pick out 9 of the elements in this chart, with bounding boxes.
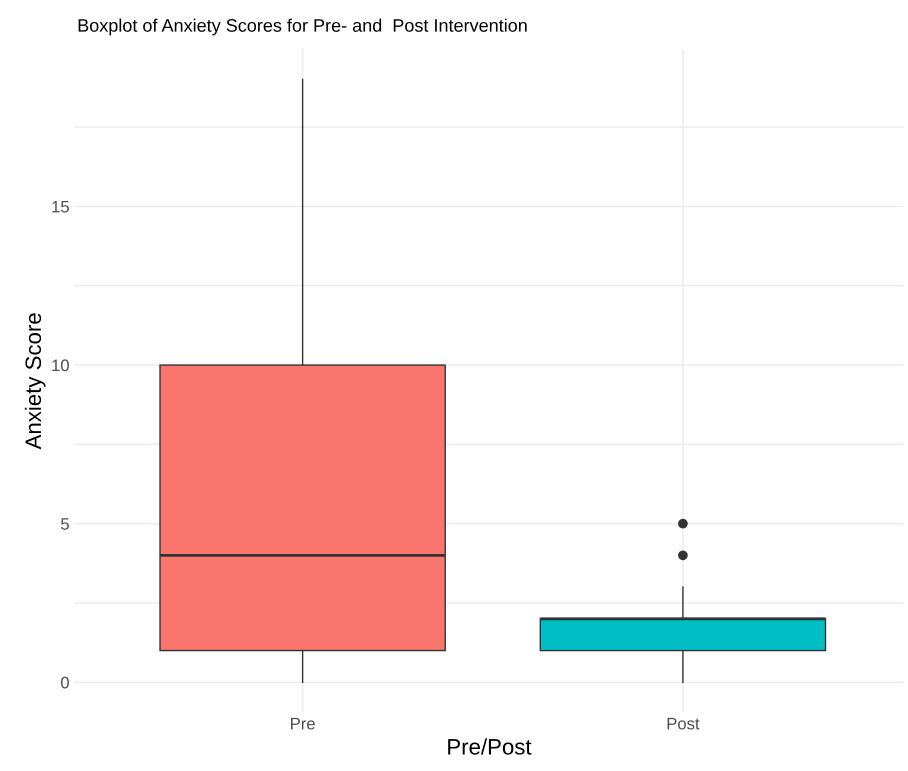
x-tick-label: Post: [668, 718, 700, 730]
y-tick-label: 15: [52, 200, 69, 213]
x-tick-label: Pre: [291, 718, 315, 730]
y-tick-label: 5: [60, 518, 69, 530]
y-axis-title: Anxiety Score: [24, 313, 46, 450]
x-axis-title: Pre/Post: [448, 738, 532, 755]
chart-title: Boxplot of Anxiety Scores for Pre- and Post Intervention: [78, 18, 527, 36]
y-tick-label: 0: [60, 676, 69, 688]
y-tick-label: 10: [52, 359, 69, 372]
